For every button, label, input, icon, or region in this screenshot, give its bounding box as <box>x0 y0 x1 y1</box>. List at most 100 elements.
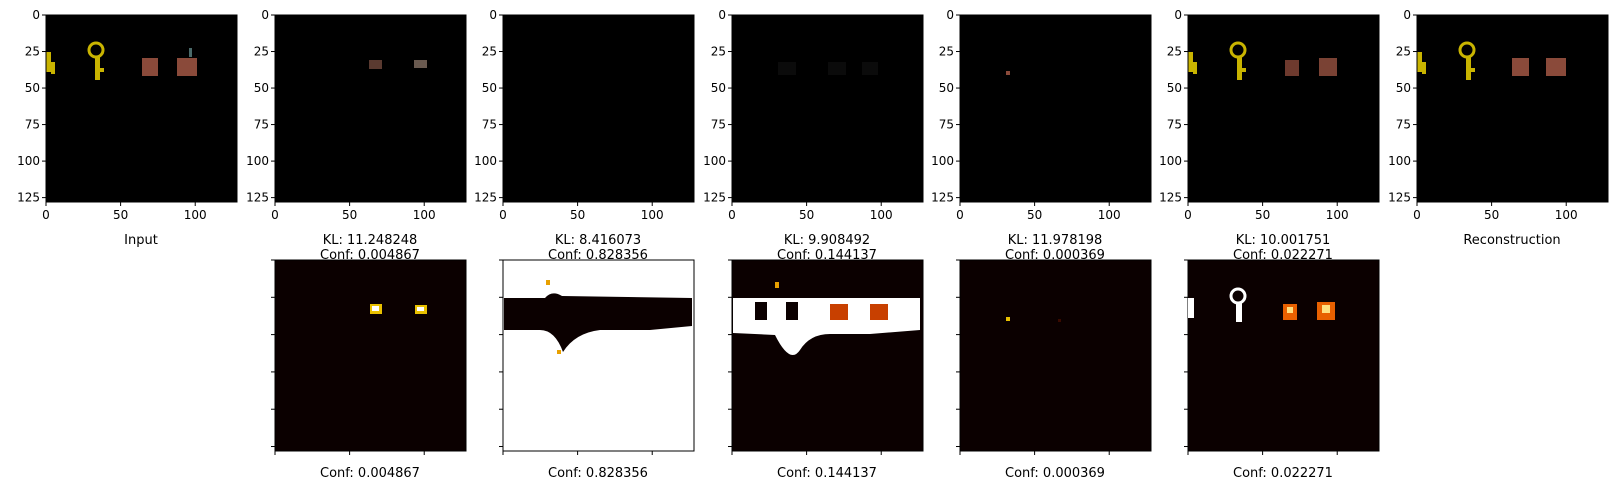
heatmap-area <box>502 259 695 452</box>
heatmap-area <box>959 259 1152 452</box>
x-tick-label: 50 <box>1027 208 1042 222</box>
dot <box>1006 71 1010 75</box>
key-shaft <box>1466 56 1471 80</box>
y-tick-label: 0 <box>32 8 40 22</box>
x-tick-label: 0 <box>42 208 50 222</box>
key-fragment <box>1188 52 1193 72</box>
image-area <box>732 15 923 202</box>
box <box>1319 58 1337 76</box>
image-area <box>1417 15 1608 202</box>
xlabel-kl-1: KL: 11.248248 <box>323 233 418 248</box>
axes-frame <box>274 14 467 203</box>
dark-box <box>755 302 767 320</box>
x-tick-label: 0 <box>271 208 279 222</box>
y-tick-label: 0 <box>1403 8 1411 22</box>
mask-label-5: Conf: 0.022271 <box>1233 466 1333 481</box>
axes-frame <box>731 14 924 203</box>
box-mask <box>870 304 888 320</box>
x-tick-label: 50 <box>799 208 814 222</box>
box <box>414 60 427 68</box>
y-tick-label: 100 <box>931 154 954 168</box>
xlabel-conf-2: Conf: 0.828356 <box>548 248 648 263</box>
image-area <box>503 15 694 202</box>
xlabel-reconstruction: Reconstruction <box>1463 233 1560 248</box>
y-tick-label: 125 <box>703 191 726 205</box>
box <box>1285 60 1299 76</box>
image-area <box>275 15 466 202</box>
key-shaft-mask <box>1236 302 1242 322</box>
y-tick-label: 25 <box>482 45 497 59</box>
box <box>142 58 158 76</box>
y-tick-label: 125 <box>17 191 40 205</box>
image-area <box>960 15 1151 202</box>
key-tooth <box>99 68 104 72</box>
x-tick-label: 50 <box>570 208 585 222</box>
panel-slot-2 <box>503 15 694 202</box>
y-tick-label: 100 <box>246 154 269 168</box>
box-detail <box>189 48 192 57</box>
y-tick-label: 125 <box>1159 191 1182 205</box>
heatmap-area <box>274 259 467 452</box>
y-tick-label: 75 <box>1396 118 1411 132</box>
dark-band <box>504 293 692 352</box>
y-tick-label: 0 <box>946 8 954 22</box>
key-shaft <box>1237 56 1242 80</box>
axes-frame <box>502 14 695 203</box>
panel-mask-3 <box>731 259 924 452</box>
y-tick-label: 25 <box>711 45 726 59</box>
heatmap-area <box>731 259 924 452</box>
key-fragment <box>1422 62 1426 74</box>
mask-label-3: Conf: 0.144137 <box>777 466 877 481</box>
y-tick-label: 100 <box>1388 154 1411 168</box>
axes-frame <box>1416 14 1609 203</box>
key-fragment <box>1193 62 1197 74</box>
hot-spot <box>417 307 424 311</box>
xlabel-kl-4: KL: 11.978198 <box>1008 233 1103 248</box>
heatmap-area <box>1187 259 1380 452</box>
panel-reconstruction <box>1417 15 1608 202</box>
y-tick-label: 50 <box>711 81 726 95</box>
x-tick-label: 100 <box>413 208 436 222</box>
y-tick-label: 25 <box>1167 45 1182 59</box>
xlabel-conf-4: Conf: 0.000369 <box>1005 248 1105 263</box>
y-tick-label: 25 <box>25 45 40 59</box>
y-tick-label: 25 <box>1396 45 1411 59</box>
x-tick-label: 0 <box>499 208 507 222</box>
xlabel-conf-3: Conf: 0.144137 <box>777 248 877 263</box>
dark-box <box>786 302 798 320</box>
y-tick-label: 50 <box>1396 81 1411 95</box>
image-area <box>46 15 237 202</box>
y-tick-label: 25 <box>254 45 269 59</box>
faint-box <box>828 62 846 75</box>
x-tick-label: 0 <box>1413 208 1421 222</box>
box <box>369 60 382 69</box>
x-tick-label: 50 <box>342 208 357 222</box>
key-fragment-mask <box>1188 298 1194 318</box>
key-tooth <box>1241 68 1246 72</box>
hot-edge <box>775 282 779 288</box>
y-tick-label: 0 <box>1174 8 1182 22</box>
panel-mask-2 <box>502 259 695 452</box>
hot-edge <box>546 280 550 285</box>
y-tick-label: 25 <box>939 45 954 59</box>
x-tick-label: 0 <box>956 208 964 222</box>
x-tick-label: 100 <box>1098 208 1121 222</box>
y-tick-label: 100 <box>1159 154 1182 168</box>
box-mask <box>830 304 848 320</box>
x-tick-label: 50 <box>113 208 128 222</box>
box <box>1546 58 1566 76</box>
y-tick-label: 50 <box>254 81 269 95</box>
hot-spot <box>372 306 379 311</box>
y-tick-label: 50 <box>1167 81 1182 95</box>
key-fragment <box>51 62 55 74</box>
y-tick-label: 100 <box>474 154 497 168</box>
xlabel-input: Input <box>124 233 158 248</box>
xlabel-conf-1: Conf: 0.004867 <box>320 248 420 263</box>
x-tick-label: 50 <box>1484 208 1499 222</box>
y-tick-label: 0 <box>261 8 269 22</box>
y-tick-label: 50 <box>939 81 954 95</box>
faint-box <box>778 62 796 75</box>
y-tick-label: 125 <box>931 191 954 205</box>
hot-edge <box>557 350 561 354</box>
